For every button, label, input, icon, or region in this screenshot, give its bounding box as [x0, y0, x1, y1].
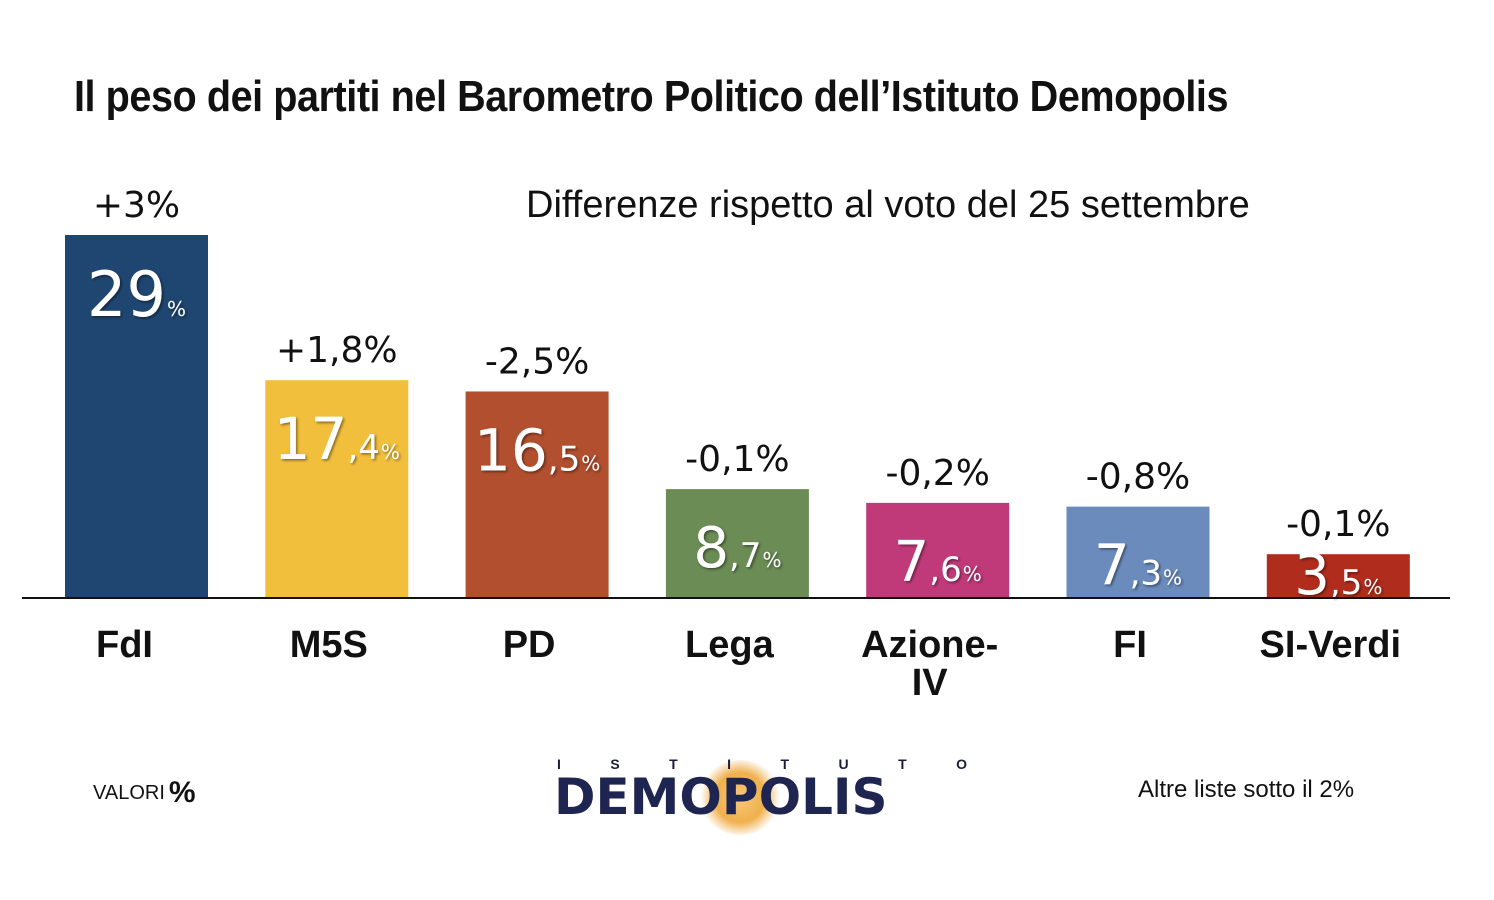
- value-unit: %: [1363, 575, 1382, 599]
- value-decimal: ,4: [347, 428, 379, 468]
- value-integer: 7: [1094, 534, 1130, 599]
- valori-unit: %: [168, 776, 196, 809]
- bar-m5s: [265, 380, 409, 598]
- value-decimal: ,6: [929, 550, 961, 590]
- value-integer: 29: [87, 258, 166, 331]
- category-line: PD: [503, 624, 556, 666]
- value-integer: 17: [274, 405, 348, 473]
- value-label: 16,5%: [474, 416, 600, 484]
- category-label: FI: [1113, 624, 1147, 666]
- change-label: +1,8%: [276, 330, 398, 371]
- logo-letter: O: [956, 756, 967, 772]
- change-label: -0,1%: [1286, 504, 1390, 545]
- change-label: -2,5%: [485, 341, 589, 382]
- category-line: M5S: [290, 624, 368, 666]
- logo-letter: U: [838, 756, 849, 772]
- change-label: -0,2%: [885, 453, 989, 494]
- value-decimal: ,7: [729, 536, 761, 576]
- values-unit-note: VALORI%: [93, 776, 196, 810]
- category-label: Azione-IV: [861, 624, 998, 704]
- bar-fdi: [65, 235, 208, 598]
- bar-chart: +3%29%FdI+1,8%17,4%M5S-2,5%16,5%PD-0,1%8…: [22, 185, 1450, 704]
- chart-subtitle: Differenze rispetto al voto del 25 sette…: [526, 184, 1250, 226]
- value-decimal: ,5: [1330, 563, 1362, 603]
- value-unit: %: [381, 440, 400, 464]
- value-unit: %: [581, 451, 600, 475]
- logo-letter: I: [557, 756, 561, 772]
- value-label: 7,3%: [1094, 534, 1182, 599]
- category-label: M5S: [290, 624, 368, 666]
- value-unit: %: [167, 297, 186, 321]
- other-lists-note: Altre liste sotto il 2%: [1138, 776, 1355, 803]
- logo-glow: [700, 760, 780, 835]
- chart-title: Il peso dei partiti nel Barometro Politi…: [74, 72, 1229, 121]
- value-label: 29%: [87, 258, 186, 331]
- value-integer: 16: [474, 416, 548, 484]
- category-line: Lega: [685, 624, 775, 666]
- demopolis-logo: I S T I T U T O DEMOPOLIS: [540, 748, 990, 838]
- category-label: SI-Verdi: [1260, 624, 1402, 666]
- value-integer: 7: [894, 530, 930, 595]
- category-line: IV: [912, 662, 949, 704]
- category-line: SI-Verdi: [1260, 624, 1402, 666]
- value-label: 17,4%: [274, 405, 400, 473]
- bar-azione-iv: [866, 502, 1010, 598]
- category-label: Lega: [685, 624, 775, 666]
- change-label: +3%: [93, 185, 180, 226]
- change-label: -0,1%: [685, 439, 789, 480]
- category-line: FI: [1113, 624, 1147, 666]
- bar-fi: [1066, 506, 1210, 598]
- logo-subtitle: I S T I T U T O: [557, 756, 967, 772]
- logo-letter: T: [669, 756, 678, 772]
- bar-pd: [465, 391, 609, 598]
- logo-letter: S: [610, 756, 620, 772]
- value-unit: %: [762, 548, 781, 572]
- valori-label: VALORI: [93, 782, 165, 804]
- logo-letter: I: [727, 756, 732, 772]
- logo-letter: T: [898, 756, 907, 772]
- category-line: FdI: [96, 624, 153, 666]
- value-integer: 8: [693, 516, 729, 581]
- value-unit: %: [1163, 566, 1182, 590]
- value-label: 8,7%: [693, 516, 781, 581]
- value-unit: %: [963, 562, 982, 586]
- value-label: 7,6%: [894, 530, 982, 595]
- logo-wordmark: DEMOPOLIS: [554, 768, 888, 826]
- category-label: FdI: [96, 624, 153, 666]
- change-label: -0,8%: [1086, 457, 1190, 498]
- value-decimal: ,3: [1130, 554, 1162, 594]
- logo-letter: T: [780, 756, 790, 772]
- bar-lega: [665, 489, 809, 598]
- category-label: PD: [503, 624, 556, 666]
- bar-si-verdi: [1266, 554, 1410, 598]
- category-line: Azione-: [861, 624, 998, 666]
- value-decimal: ,5: [548, 439, 580, 479]
